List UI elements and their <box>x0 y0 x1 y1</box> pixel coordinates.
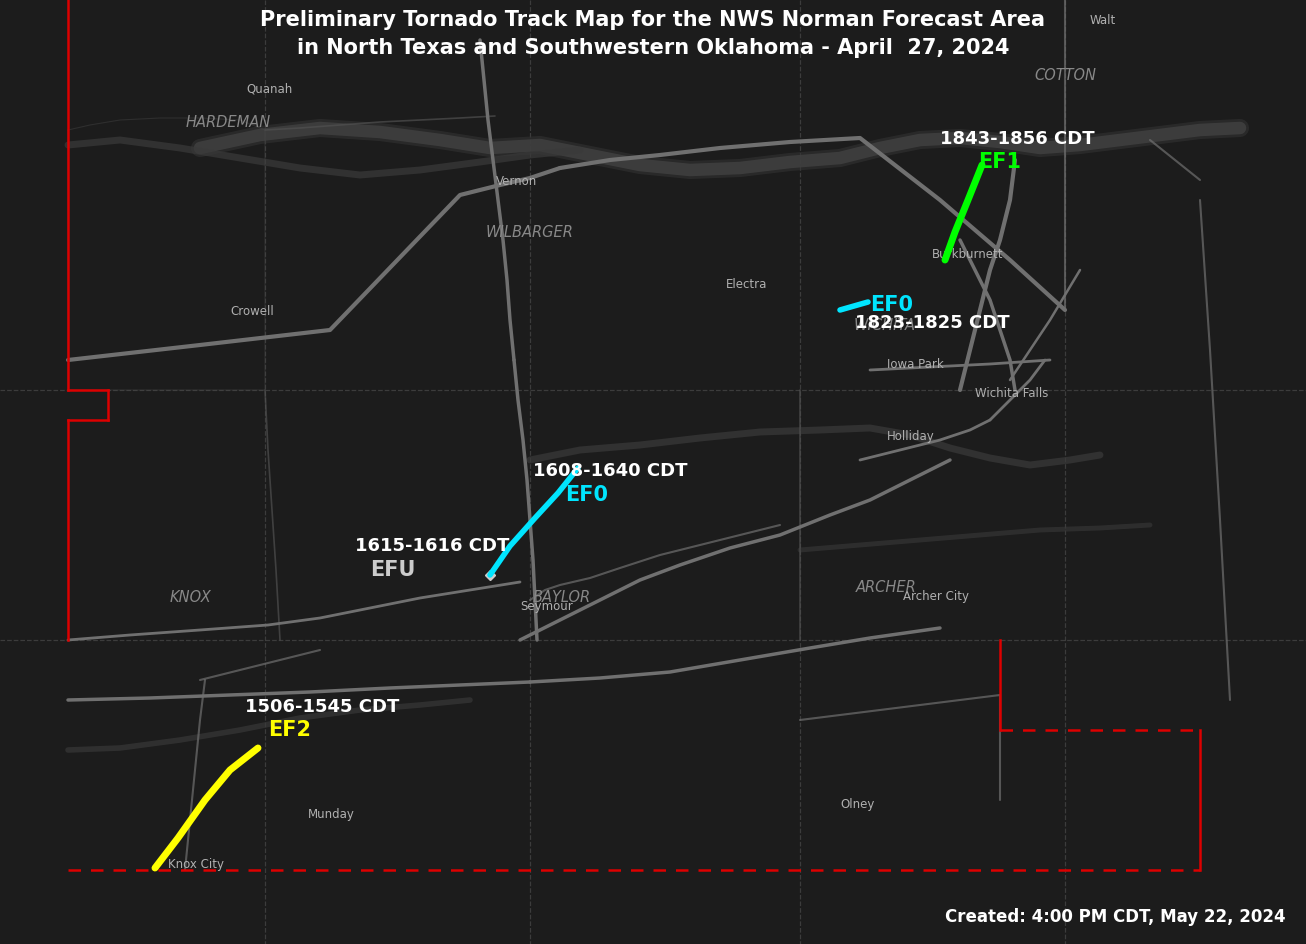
Text: Olney: Olney <box>840 798 875 811</box>
Text: in North Texas and Southwestern Oklahoma - April  27, 2024: in North Texas and Southwestern Oklahoma… <box>296 38 1010 58</box>
Text: Walt: Walt <box>1091 14 1117 27</box>
Text: EFU: EFU <box>370 560 415 580</box>
Text: EF0: EF0 <box>870 295 913 315</box>
Text: Archer City: Archer City <box>902 590 969 603</box>
Text: COTTON: COTTON <box>1034 68 1096 83</box>
Text: BAYLOR: BAYLOR <box>533 590 592 605</box>
Text: Seymour: Seymour <box>520 600 573 613</box>
Text: KNOX: KNOX <box>168 590 210 605</box>
Text: EF0: EF0 <box>565 485 609 505</box>
Text: 1843-1856 CDT: 1843-1856 CDT <box>940 130 1094 148</box>
Text: WICHITA: WICHITA <box>854 318 916 333</box>
Text: WILBARGER: WILBARGER <box>486 225 573 240</box>
Text: ARCHER: ARCHER <box>855 580 917 595</box>
Text: Crowell: Crowell <box>230 305 274 318</box>
Text: Electra: Electra <box>726 278 768 291</box>
Text: Burkburnett: Burkburnett <box>932 248 1003 261</box>
Text: 1615-1616 CDT: 1615-1616 CDT <box>355 537 509 555</box>
Text: Created: 4:00 PM CDT, May 22, 2024: Created: 4:00 PM CDT, May 22, 2024 <box>946 908 1286 926</box>
Text: 1608-1640 CDT: 1608-1640 CDT <box>533 462 687 480</box>
Text: Preliminary Tornado Track Map for the NWS Norman Forecast Area: Preliminary Tornado Track Map for the NW… <box>260 10 1046 30</box>
Text: 1506-1545 CDT: 1506-1545 CDT <box>246 698 400 716</box>
Text: EF1: EF1 <box>978 152 1021 172</box>
Text: HARDEMAN: HARDEMAN <box>185 115 270 130</box>
Text: EF2: EF2 <box>268 720 311 740</box>
Text: Iowa Park: Iowa Park <box>887 358 944 371</box>
Text: Quanah: Quanah <box>246 82 293 95</box>
Text: Wichita Falls: Wichita Falls <box>976 387 1049 400</box>
Text: 1823-1825 CDT: 1823-1825 CDT <box>855 314 1010 332</box>
Text: Munday: Munday <box>308 808 355 821</box>
Text: Vernon: Vernon <box>496 175 537 188</box>
Text: Knox City: Knox City <box>168 858 225 871</box>
Text: Holliday: Holliday <box>887 430 935 443</box>
